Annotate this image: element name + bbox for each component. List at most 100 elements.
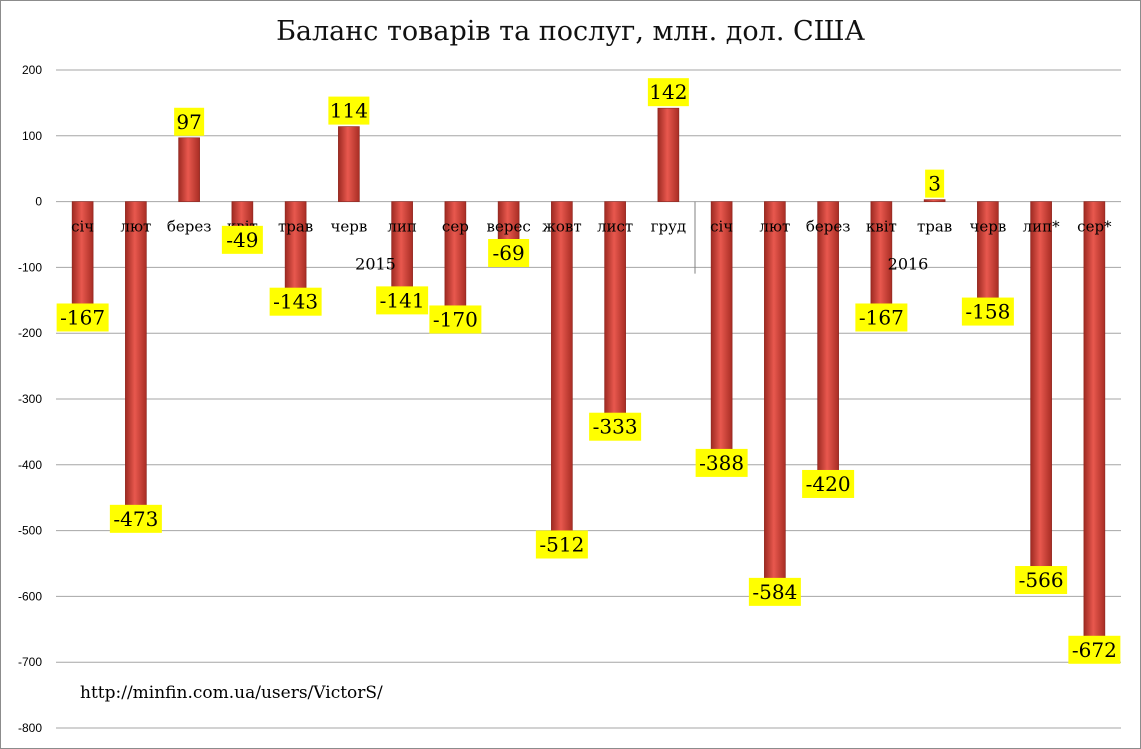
data-label-bg (748, 577, 801, 606)
y-axis-ticks: 200 100 0 -100 -200 -300 -400 -500 -600 -700 -800 (18, 63, 42, 735)
y-tick-label: -800 (18, 721, 42, 735)
data-label: -167 (56, 303, 109, 332)
y-tick-label: -200 (18, 326, 42, 340)
data-label-bg (855, 303, 908, 332)
data-label-text: 3 (928, 172, 941, 196)
y-tick-label: -700 (18, 655, 42, 669)
data-label-text: -388 (699, 451, 744, 475)
data-label-text: -512 (539, 532, 584, 556)
x-year-label: 2015 (355, 255, 396, 274)
bar (1083, 201, 1106, 645)
data-label: 142 (647, 78, 689, 107)
data-label-bg (221, 225, 263, 254)
x-axis-years: 2015 2016 (355, 201, 929, 274)
data-label: 114 (328, 96, 370, 125)
y-tick-label: -100 (18, 260, 42, 274)
data-label: -49 (221, 225, 263, 254)
y-tick-label: 200 (22, 63, 42, 77)
data-label: -167 (855, 303, 908, 332)
x-category-label: верес (487, 218, 531, 236)
data-label-text: -333 (593, 415, 638, 439)
data-label-text: -672 (1072, 638, 1117, 662)
data-label-bg (488, 239, 530, 268)
data-label-text: -170 (433, 307, 478, 331)
data-label-bg (174, 107, 205, 136)
bar (710, 201, 733, 458)
data-label: 97 (174, 107, 205, 136)
x-category-label: квіт (866, 218, 897, 236)
bar (657, 107, 680, 202)
data-label: -672 (1068, 635, 1121, 664)
data-label-bg (535, 530, 588, 559)
data-label-text: -167 (60, 305, 105, 329)
source-note: http://minfin.com.ua/users/VictorS/ (80, 683, 383, 703)
bar (764, 201, 786, 587)
data-label: 3 (925, 169, 945, 198)
data-label-bg (376, 286, 429, 315)
data-label-text: -49 (226, 228, 258, 252)
data-label-text: -143 (273, 290, 318, 314)
data-label: -333 (589, 412, 642, 441)
x-category-label: трав (278, 218, 313, 236)
data-label-text: -158 (965, 300, 1010, 324)
data-label-bg (328, 96, 370, 125)
grid-layer (56, 69, 1121, 729)
bar (125, 201, 147, 514)
x-category-label: сер* (1077, 218, 1112, 236)
data-label: -584 (748, 577, 801, 606)
data-label: -388 (695, 448, 748, 477)
x-category-label: жовт (542, 218, 582, 236)
data-label: -420 (802, 469, 855, 498)
bar (1030, 201, 1052, 575)
data-label: -143 (269, 287, 322, 316)
data-label: -141 (376, 286, 429, 315)
x-category-label: трав (917, 218, 952, 236)
x-axis-categories: січлютберезквіттравчервлипсервересжовтли… (71, 218, 1112, 236)
x-category-label: лют (120, 218, 151, 236)
x-category-label: берез (806, 218, 851, 236)
data-label-bg (109, 504, 162, 533)
x-category-label: лист (597, 218, 633, 236)
data-label-text: -167 (859, 305, 904, 329)
x-year-label: 2016 (888, 255, 929, 274)
data-label-text: -566 (1019, 568, 1064, 592)
bar (391, 201, 413, 295)
x-category-label: берез (167, 218, 212, 236)
data-label-bg (429, 305, 482, 334)
chart-title: Баланс товарів та послуг, млн. дол. США (276, 16, 865, 47)
data-label-text: -141 (380, 288, 425, 312)
bar (923, 199, 946, 202)
x-category-label: січ (71, 218, 94, 236)
x-category-label: черв (969, 218, 1006, 236)
data-label: -512 (535, 530, 588, 559)
data-label-text: -69 (493, 241, 525, 265)
bar (338, 126, 360, 202)
x-category-label: черв (330, 218, 367, 236)
y-tick-label: -300 (18, 392, 42, 406)
y-tick-label: 100 (22, 129, 42, 143)
data-label-bg (56, 303, 109, 332)
data-labels: -167 -473 97 -49 -143 114 -141 -170 -69 -512 -333 1… (56, 78, 1121, 664)
data-label-bg (695, 448, 748, 477)
y-tick-label: -400 (18, 458, 42, 472)
x-category-label: лип* (1023, 218, 1061, 236)
data-label-text: 97 (176, 110, 201, 134)
bar (551, 201, 573, 539)
x-category-label: лют (759, 218, 790, 236)
y-tick-label: -600 (18, 589, 42, 603)
y-tick-label: 0 (35, 195, 42, 209)
data-label-text: -420 (806, 472, 851, 496)
data-label-bg (1015, 566, 1068, 595)
data-label-text: -473 (113, 507, 158, 531)
data-label-bg (1068, 635, 1121, 664)
data-label: -566 (1015, 566, 1068, 595)
data-label-text: -584 (752, 580, 797, 604)
data-label-text: 142 (649, 80, 687, 104)
bar (178, 137, 200, 202)
bar (284, 201, 307, 296)
data-label-bg (269, 287, 322, 316)
data-label-bg (925, 169, 945, 198)
data-label-text: 114 (330, 99, 368, 123)
data-label-bg (589, 412, 642, 441)
